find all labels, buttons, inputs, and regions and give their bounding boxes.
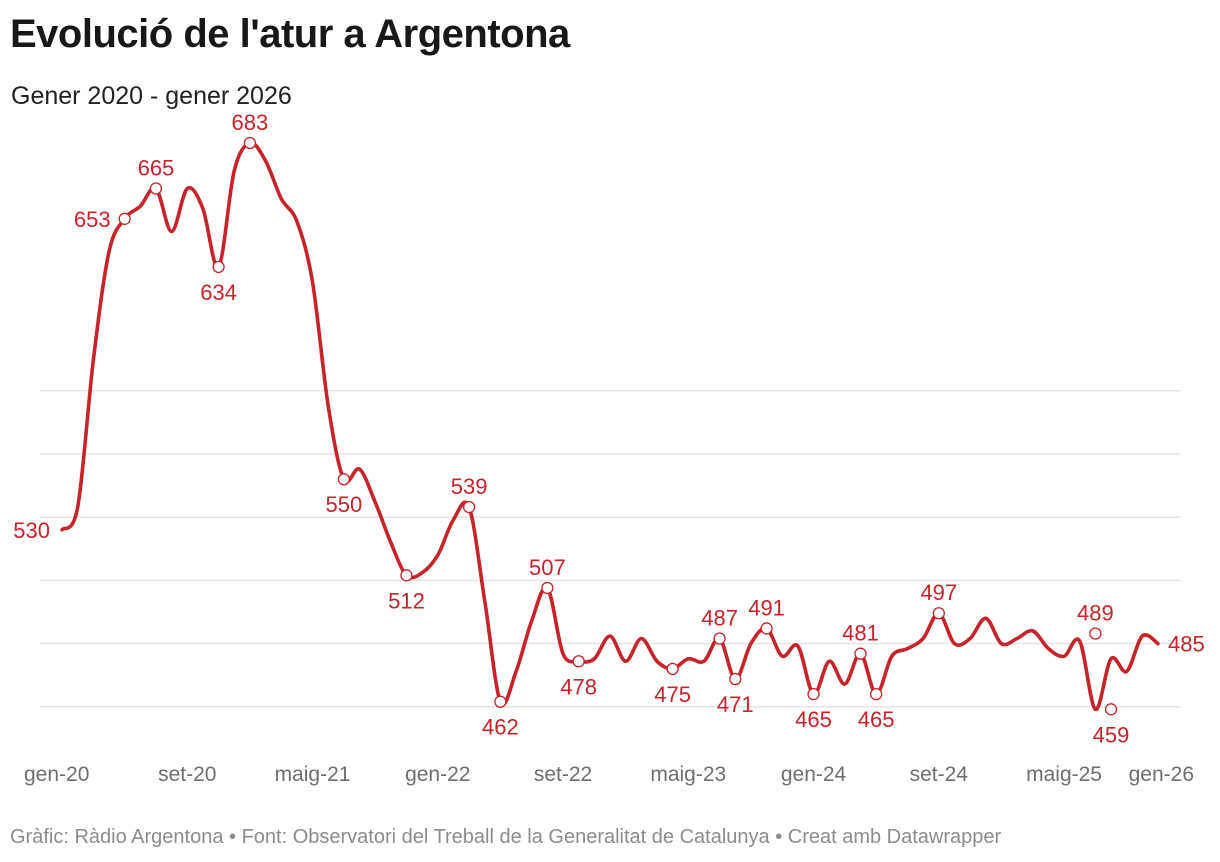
point-marker	[1104, 703, 1118, 716]
data-label: 475	[654, 682, 691, 707]
data-label: 497	[920, 580, 957, 605]
point-marker	[118, 212, 131, 225]
x-tick-label: maig-21	[275, 763, 351, 786]
grid-lines	[40, 390, 1180, 708]
point-marker	[337, 473, 350, 486]
point-marker	[462, 500, 476, 514]
point-marker	[149, 182, 163, 195]
point-marker	[212, 260, 225, 274]
data-label: 550	[325, 492, 362, 517]
point-marker	[494, 695, 507, 708]
data-label: 665	[138, 155, 175, 180]
data-label: 478	[560, 674, 597, 699]
data-label: 530	[13, 518, 50, 543]
data-label: 465	[795, 707, 832, 732]
x-tick-label: maig-23	[650, 763, 726, 786]
point-marker	[541, 581, 554, 595]
x-tick-label: gen-22	[405, 763, 470, 786]
source-credit: Gràfic: Ràdio Argentona • Font: Observat…	[10, 826, 1002, 848]
data-label: 489	[1077, 600, 1114, 625]
point-markers	[118, 136, 1118, 716]
point-marker	[760, 622, 773, 635]
point-marker	[932, 607, 945, 620]
data-label: 491	[748, 595, 785, 620]
data-label: 485	[1168, 632, 1205, 657]
point-marker	[243, 136, 257, 150]
data-label: 539	[451, 474, 488, 499]
x-tick-label: set-22	[534, 763, 592, 786]
point-marker	[854, 647, 867, 660]
x-tick-label: set-24	[910, 763, 969, 786]
data-label: 487	[701, 606, 738, 631]
line-chart: gen-20 set-20 maig-21 gen-22 set-22 maig-23 ge…	[13, 110, 1204, 786]
data-label: 481	[842, 621, 879, 646]
chart-subtitle: Gener 2020 - gener 2026	[11, 82, 292, 110]
point-marker	[807, 688, 820, 701]
x-tick-label: gen-26	[1129, 763, 1194, 786]
data-label: 512	[388, 588, 425, 613]
data-label: 459	[1093, 722, 1130, 747]
x-tick-label: set-20	[158, 763, 216, 786]
point-marker	[870, 688, 883, 701]
point-marker	[729, 672, 742, 686]
point-marker	[713, 632, 726, 645]
x-tick-label: maig-25	[1026, 763, 1102, 786]
series-line	[60, 141, 1160, 712]
data-label: 634	[200, 280, 237, 305]
data-labels: 530 653 665 634 683 550 512 539 462 507 478 475 487 4…	[13, 110, 1204, 747]
data-label: 471	[717, 692, 754, 717]
data-label: 507	[529, 555, 566, 580]
x-tick-label: gen-24	[781, 763, 847, 786]
x-axis-ticks: gen-20 set-20 maig-21 gen-22 set-22 maig-23 ge…	[24, 763, 1194, 786]
point-marker	[1089, 627, 1102, 640]
x-tick-label: gen-20	[24, 763, 89, 786]
chart-title: Evolució de l'atur a Argentona	[10, 12, 570, 56]
data-label: 462	[482, 715, 519, 740]
point-marker	[400, 569, 413, 582]
data-label: 683	[232, 110, 269, 135]
data-label: 465	[858, 707, 895, 732]
point-marker	[572, 655, 585, 668]
series-line-layer	[60, 141, 1160, 712]
data-label: 653	[74, 207, 111, 232]
point-marker	[666, 662, 679, 676]
